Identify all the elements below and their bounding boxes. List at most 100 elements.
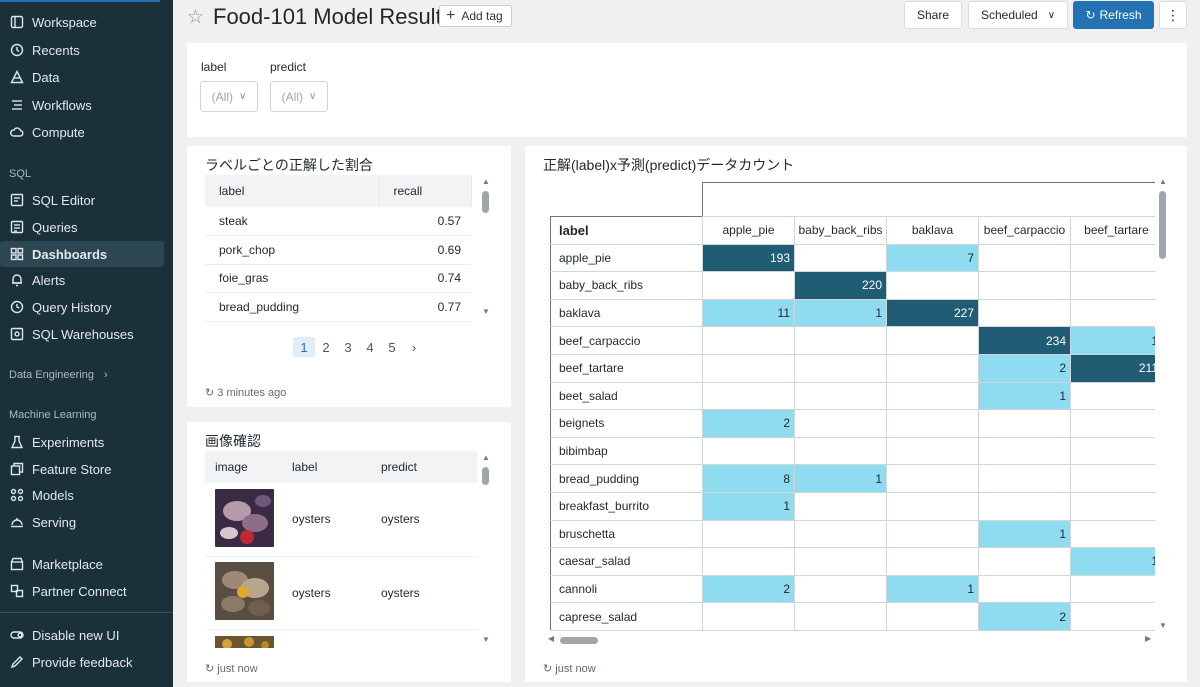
matrix-cell xyxy=(886,547,979,576)
star-icon[interactable]: ☆ xyxy=(187,7,205,28)
recall-scrollbar[interactable]: ▲ ▼ xyxy=(480,177,492,317)
label-filter-select[interactable]: (All) ∨ xyxy=(200,81,258,112)
food-photo[interactable] xyxy=(215,562,274,620)
editor-icon xyxy=(10,193,24,207)
scroll-down-icon[interactable]: ▼ xyxy=(1159,621,1167,630)
sidebar-item-marketplace[interactable]: Marketplace xyxy=(0,551,173,577)
sidebar-item-serving[interactable]: Serving xyxy=(0,509,173,535)
filter-value: (All) xyxy=(281,89,303,104)
food-photo[interactable] xyxy=(215,488,274,547)
matrix-cell: 1 xyxy=(978,381,1071,411)
sidebar-item-label: Query History xyxy=(32,299,112,315)
scheduled-dropdown[interactable]: Scheduled ∨ xyxy=(968,1,1068,29)
page-4[interactable]: 4 xyxy=(366,339,374,355)
scroll-thumb[interactable] xyxy=(560,637,598,644)
column-header-recall[interactable]: recall xyxy=(379,175,472,207)
sidebar-item-experiments[interactable]: Experiments xyxy=(0,429,173,455)
updated-text: 3 minutes ago xyxy=(217,387,287,399)
page-3[interactable]: 3 xyxy=(344,339,352,355)
column-header-baklava[interactable]: baklava xyxy=(886,216,979,245)
matrix-cell xyxy=(1070,243,1155,273)
matrix-cell: 234 xyxy=(978,326,1071,355)
sidebar-item-label: Disable new UI xyxy=(32,627,120,643)
scroll-thumb[interactable] xyxy=(1159,191,1166,259)
matrix-cell xyxy=(1070,574,1155,604)
add-tag-label: Add tag xyxy=(461,9,503,23)
column-header-image[interactable]: image xyxy=(205,451,282,483)
image-cell xyxy=(205,483,282,557)
sidebar-item-provide-feedback[interactable]: Provide feedback xyxy=(0,649,173,675)
scroll-up-icon[interactable]: ▲ xyxy=(1159,177,1167,186)
next-page-icon[interactable]: › xyxy=(411,339,417,355)
sidebar-item-feature-store[interactable]: Feature Store xyxy=(0,456,173,482)
scroll-thumb[interactable] xyxy=(482,191,489,213)
sidebar-item-label: Dashboards xyxy=(32,246,108,262)
scroll-up-icon[interactable]: ▲ xyxy=(482,453,490,462)
sidebar-item-dashboards[interactable]: Dashboards xyxy=(0,241,164,267)
scroll-up-icon[interactable]: ▲ xyxy=(482,177,490,186)
scroll-down-icon[interactable]: ▼ xyxy=(482,635,490,644)
matrix-cell xyxy=(794,436,887,466)
panel-title: 画像確認 xyxy=(205,433,261,449)
sidebar-item-recents[interactable]: Recents xyxy=(0,37,173,63)
column-header-baby-back-ribs[interactable]: baby_back_ribs xyxy=(794,216,887,245)
matrix-cell xyxy=(886,271,979,300)
history-icon xyxy=(10,300,24,314)
page-2[interactable]: 2 xyxy=(322,339,330,355)
sidebar-item-models[interactable]: Models xyxy=(0,482,173,508)
refresh-button[interactable]: ↻ Refresh xyxy=(1073,1,1154,29)
scroll-left-icon[interactable]: ◀ xyxy=(548,634,555,643)
sidebar-item-data[interactable]: Data xyxy=(0,64,173,90)
matrix-cell xyxy=(702,326,795,355)
column-header-apple-pie[interactable]: apple_pie xyxy=(702,216,795,245)
filter-value: (All) xyxy=(211,89,233,104)
sidebar-item-disable-new-ui[interactable]: Disable new UI xyxy=(0,622,173,648)
matrix-cell: 11 xyxy=(702,298,795,328)
matrix-cell: 193 xyxy=(702,243,795,273)
matrix-cell xyxy=(794,491,887,521)
more-options-button[interactable]: ⋮ xyxy=(1159,1,1187,29)
matrix-cell: 1 xyxy=(1070,547,1155,576)
sidebar-item-queries[interactable]: Queries xyxy=(0,214,173,240)
pivot-column-header-band xyxy=(702,182,1155,216)
sidebar-item-sql-editor[interactable]: SQL Editor xyxy=(0,187,173,213)
scroll-thumb[interactable] xyxy=(482,467,489,485)
filters-panel: label (All) ∨ predict (All) ∨ xyxy=(187,43,1187,137)
sidebar-item-label: Queries xyxy=(32,219,78,235)
chevron-down-icon: ∨ xyxy=(309,91,317,102)
recall-cell: 0.69 xyxy=(379,235,471,265)
column-header-beef-tartare[interactable]: beef_tartare xyxy=(1070,216,1155,245)
row-header-label[interactable]: label xyxy=(550,216,703,245)
sidebar-section-data-engineering[interactable]: Data Engineering › xyxy=(9,369,108,381)
sidebar-item-compute[interactable]: Compute xyxy=(0,119,173,145)
sidebar-item-workflows[interactable]: Workflows xyxy=(0,92,173,118)
add-tag-button[interactable]: + Add tag xyxy=(439,5,512,27)
scroll-right-icon[interactable]: ▶ xyxy=(1145,634,1152,643)
row-label: beet_salad xyxy=(550,381,703,411)
sidebar-item-query-history[interactable]: Query History xyxy=(0,294,173,320)
row-label: bibimbap xyxy=(550,436,703,466)
scroll-down-icon[interactable]: ▼ xyxy=(482,307,490,316)
column-header-predict[interactable]: predict xyxy=(371,451,477,483)
image-scrollbar[interactable]: ▲ ▼ xyxy=(480,453,492,648)
row-label: baklava xyxy=(550,298,703,328)
page-1[interactable]: 1 xyxy=(293,337,315,357)
share-button[interactable]: Share xyxy=(904,1,962,29)
matrix-horizontal-scrollbar[interactable]: ◀ ▶ xyxy=(548,634,1156,646)
sidebar-item-alerts[interactable]: Alerts xyxy=(0,267,173,293)
column-header-label[interactable]: label xyxy=(205,175,380,207)
refresh-icon: ↻ xyxy=(1085,8,1096,22)
column-header-beef-carpaccio[interactable]: beef_carpaccio xyxy=(978,216,1071,245)
recall-cell: 0.77 xyxy=(379,292,471,322)
column-header-label[interactable]: label xyxy=(282,451,371,483)
sidebar-item-sql-warehouses[interactable]: SQL Warehouses xyxy=(0,321,173,347)
matrix-header-row: label apple_pie baby_back_ribs baklava beef… xyxy=(550,216,1155,245)
matrix-vertical-scrollbar[interactable]: ▲ ▼ xyxy=(1157,177,1169,633)
sidebar-item-partner-connect[interactable]: Partner Connect xyxy=(0,578,173,604)
page-5[interactable]: 5 xyxy=(388,339,396,355)
predict-filter-select[interactable]: (All) ∨ xyxy=(270,81,328,112)
matrix-cell xyxy=(886,519,979,549)
filter-label-predict: predict xyxy=(270,60,307,74)
sidebar-item-workspace[interactable]: Workspace xyxy=(0,9,173,35)
matrix-cell xyxy=(702,602,795,631)
